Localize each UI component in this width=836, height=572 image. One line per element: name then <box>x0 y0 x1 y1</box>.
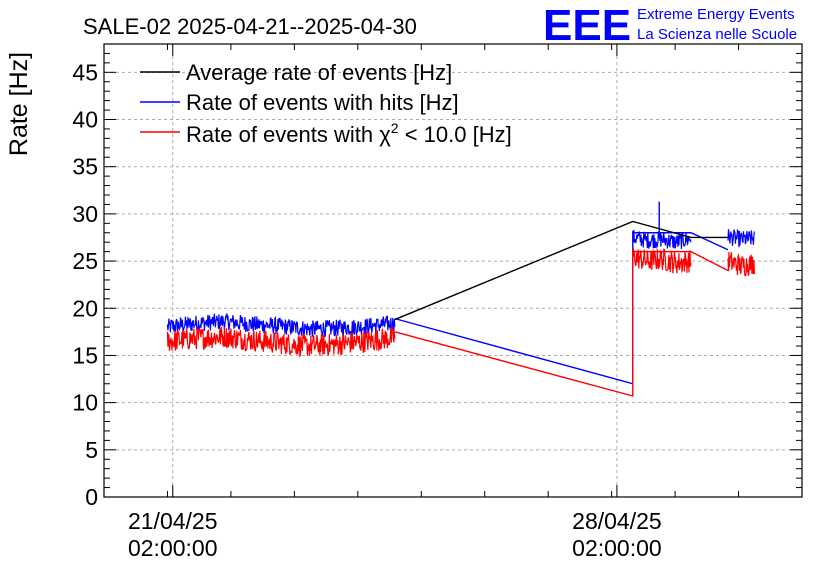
logo-line-1: Extreme Energy Events <box>637 6 795 23</box>
legend-label-chi2: Rate of events with χ2 < 10.0 [Hz] <box>186 120 512 147</box>
y-tick-label: 5 <box>85 437 98 463</box>
series-0 <box>394 220 728 321</box>
series-noise-band <box>727 228 756 248</box>
y-tick-label: 10 <box>72 390 98 416</box>
y-tick-label: 30 <box>72 201 98 227</box>
series-noise-band <box>727 251 756 277</box>
y-tick-label: 45 <box>72 59 98 85</box>
y-axis-label: Rate [Hz] <box>5 52 33 156</box>
legend-label-hits: Rate of events with hits [Hz] <box>186 90 459 115</box>
y-tick-label: 40 <box>72 107 98 133</box>
y-tick-labels: 0 5 10 15 20 25 30 35 40 45 <box>72 59 98 510</box>
x-tick-label-time: 02:00:00 <box>572 535 662 561</box>
legend-chi2-suffix: < 10.0 [Hz] <box>399 122 512 147</box>
eee-logo: EEE Extreme Energy Events La Scienza nel… <box>543 1 797 50</box>
legend-chi2-symbol: χ <box>379 122 391 147</box>
legend-label-average: Average rate of events [Hz] <box>186 60 452 85</box>
series-line <box>394 250 729 397</box>
series-line <box>394 232 729 385</box>
series-noise-band <box>166 313 396 338</box>
legend: Average rate of events [Hz] Rate of even… <box>140 60 512 147</box>
x-tick-label-time: 02:00:00 <box>128 535 218 561</box>
series-noise-band <box>632 229 692 250</box>
series-line <box>394 220 728 321</box>
eee-logo-mark: EEE <box>543 1 631 50</box>
chart-title: SALE-02 2025-04-21--2025-04-30 <box>83 14 417 39</box>
legend-chi2-prefix: Rate of events with <box>186 122 379 147</box>
series-noise-band <box>166 325 396 358</box>
logo-line-2: La Scienza nelle Scuole <box>637 26 797 43</box>
y-tick-label: 0 <box>85 484 98 510</box>
series-noise-band <box>632 247 692 274</box>
x-tick-label-date: 28/04/25 <box>572 508 662 534</box>
y-tick-label: 25 <box>72 248 98 274</box>
legend-chi2-superscript: 2 <box>391 120 399 136</box>
y-tick-label: 35 <box>72 154 98 180</box>
series-layer <box>166 201 756 397</box>
y-tick-label: 20 <box>72 295 98 321</box>
axis-ticks <box>104 44 802 498</box>
grid-lines <box>104 44 802 497</box>
series-1 <box>166 201 756 385</box>
x-tick-label-date: 21/04/25 <box>128 508 218 534</box>
series-2 <box>166 247 756 397</box>
y-tick-label: 15 <box>72 342 98 368</box>
